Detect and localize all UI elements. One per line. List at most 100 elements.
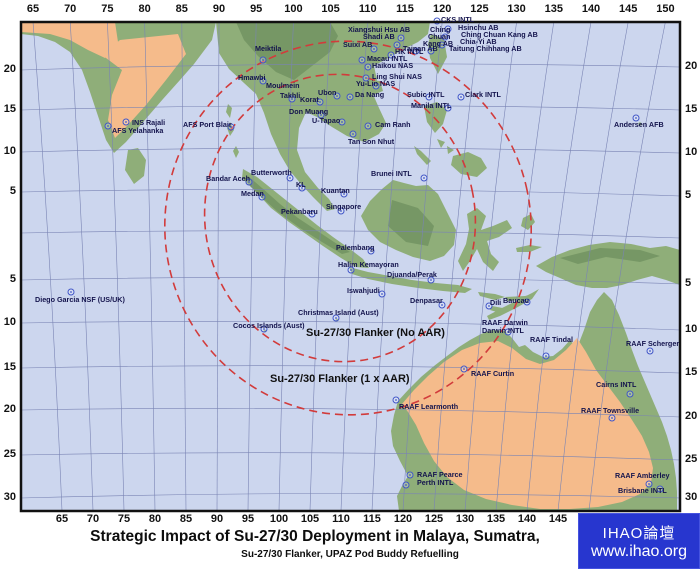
gridline-meridian (495, 22, 555, 511)
airbase-marker-icon (340, 190, 348, 198)
airbase-marker-icon (259, 77, 267, 85)
watermark-forum-name: IHAO論壇 (602, 524, 676, 542)
airbase-marker-icon (122, 118, 130, 126)
gridline-parallel (21, 230, 680, 239)
airbase-marker-icon (427, 276, 435, 284)
gridline-meridian (107, 22, 125, 511)
land-andaman-nicobar (226, 104, 239, 158)
highlands-sumatra (244, 176, 350, 254)
airbase-marker-icon (438, 41, 446, 49)
gridline-meridian (464, 22, 517, 511)
gridline-meridian (216, 22, 220, 511)
gridline-parallel (21, 63, 680, 71)
airbase-marker-icon (460, 365, 468, 373)
graticule (21, 22, 680, 511)
airbase-marker-icon (457, 93, 465, 101)
land-lesser-sundas (478, 292, 535, 313)
gridline-meridian (588, 22, 666, 511)
land-mindanao (451, 152, 487, 177)
map-frame (19, 20, 682, 513)
land-visayas (437, 139, 454, 154)
airbase-marker-icon (338, 118, 346, 126)
airbase-marker-icon (332, 314, 340, 322)
airbase-marker-icon (444, 104, 452, 112)
airbase-marker-icon (288, 95, 296, 103)
gridline-parallel (21, 105, 680, 111)
airbase-marker-icon (227, 123, 235, 131)
airbase-marker-icon (372, 82, 380, 90)
airbase-marker-icon (245, 178, 253, 186)
airbase-marker-icon (346, 93, 354, 101)
land-moluccas (516, 214, 542, 252)
airbase-marker-icon (646, 347, 654, 355)
airbase-marker-icon (504, 328, 512, 336)
land-luzon (424, 102, 447, 133)
map-title: Strategic Impact of Su-27/30 Deployment … (90, 528, 540, 545)
map-subtitle: Su-27/30 Flanker, UPAZ Pod Buddy Refuell… (241, 549, 459, 560)
airbase-marker-icon (387, 51, 395, 59)
airbase-marker-icon (298, 184, 306, 192)
gridline-meridian (144, 22, 156, 511)
land-java (349, 267, 472, 293)
airbase-marker-icon (444, 25, 452, 33)
airbase-marker-icon (358, 56, 366, 64)
gridline-parallel (21, 493, 680, 499)
gridline-meridian (32, 22, 63, 511)
land-australia-arid (402, 338, 653, 509)
airbase-marker-icon (370, 45, 378, 53)
airbase-marker-icon (258, 193, 266, 201)
airbase-marker-icon (286, 174, 294, 182)
airbase-marker-icon (656, 485, 664, 493)
airbase-marker-icon (393, 41, 401, 49)
gridline-parallel (21, 276, 680, 285)
airbase-marker-icon (317, 111, 325, 119)
airbase-marker-icon (367, 247, 375, 255)
airbase-marker-icon (632, 114, 640, 122)
gridline-meridian (371, 22, 406, 511)
land-palawan (414, 146, 431, 165)
gridline-parallel (21, 188, 680, 197)
airbase-marker-icon (645, 480, 653, 488)
land-indochina (216, 22, 430, 211)
gridline-meridian (433, 22, 480, 511)
land-sumatra (242, 169, 369, 268)
airbase-marker-icon (427, 47, 435, 55)
gridline-meridian (278, 22, 294, 511)
airbase-marker-icon (425, 93, 433, 101)
range-ring-flanker-one-aar (163, 40, 533, 416)
airbase-marker-icon (412, 47, 420, 55)
land-india-arid-nw (21, 22, 118, 58)
gridline-parallel (21, 408, 680, 418)
gridline-meridian (340, 22, 369, 511)
gridline-meridian (247, 22, 257, 511)
airbase-marker-icon (523, 298, 531, 306)
gridline-meridian (69, 22, 94, 511)
watermark-url: www.ihao.org (590, 542, 688, 560)
airbase-marker-icon (362, 74, 370, 82)
airbase-marker-icon (397, 34, 405, 42)
gridline-meridian (557, 22, 629, 511)
airbase-marker-icon (347, 266, 355, 274)
land-timor (487, 289, 539, 320)
airbase-markers (67, 17, 664, 493)
airbase-marker-icon (67, 288, 75, 296)
airbase-marker-icon (392, 396, 400, 404)
airbase-marker-icon (333, 92, 341, 100)
airbase-marker-icon (349, 130, 357, 138)
airbase-marker-icon (316, 98, 324, 106)
land-sri-lanka (125, 148, 146, 184)
gridline-parallel (21, 321, 680, 331)
airbase-marker-icon (608, 414, 616, 422)
gridline-meridian (309, 22, 331, 511)
gridline-meridian (526, 22, 592, 511)
airbase-marker-icon (402, 481, 410, 489)
airbase-marker-icon (104, 122, 112, 130)
land-india-arid-deccan (102, 34, 186, 138)
airbase-marker-icon (420, 174, 428, 182)
gridline-meridian (402, 22, 443, 511)
highlands-new-guinea (560, 248, 660, 264)
airbase-marker-icon (364, 63, 372, 71)
airbase-marker-icon (364, 122, 372, 130)
